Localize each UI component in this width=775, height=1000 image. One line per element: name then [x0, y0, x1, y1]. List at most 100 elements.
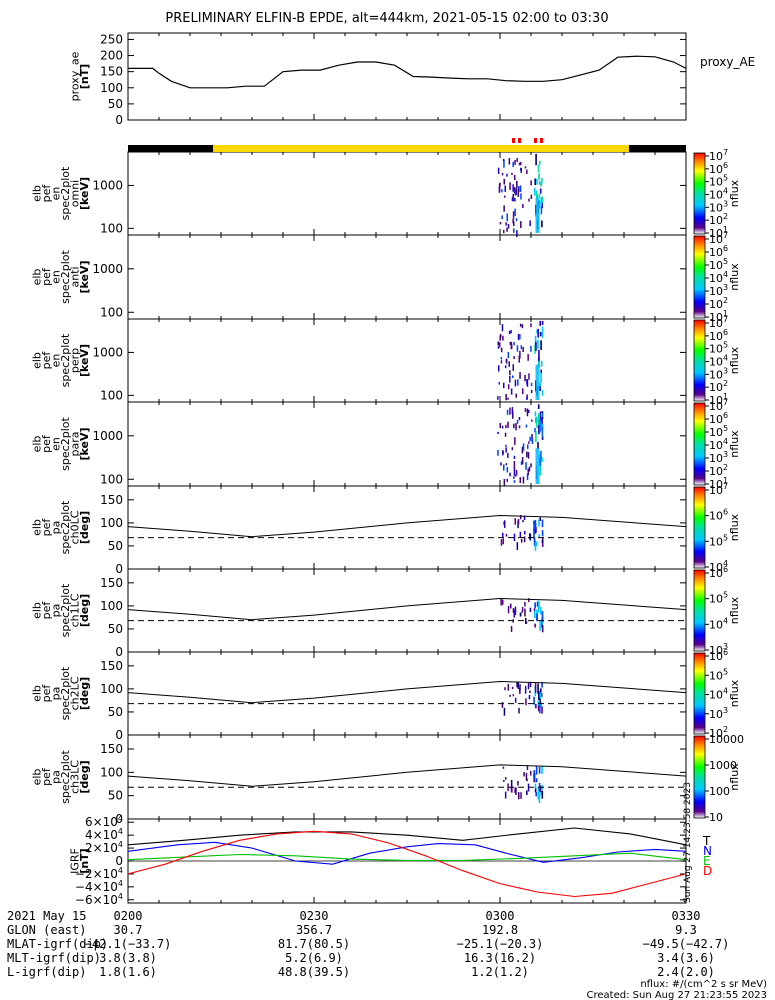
data-pixel	[505, 447, 507, 453]
ylabel-line: elb	[31, 519, 44, 536]
colorbar-scale	[693, 235, 706, 319]
data-pixel	[513, 480, 516, 483]
colorbar-label: nflux	[728, 596, 741, 624]
data-pixel	[513, 476, 515, 479]
colorbar-label: nflux	[728, 263, 741, 291]
data-pixel	[503, 229, 505, 234]
mlat-0: −42.1(−33.7)	[85, 937, 172, 951]
data-pixel	[530, 770, 532, 776]
colorbar-tick-label: 102	[709, 212, 728, 227]
data-pixel	[527, 444, 529, 449]
data-pixel	[540, 206, 543, 215]
y-tick-label: 0	[115, 645, 123, 659]
panel-energy-spectrogram: 1001000elbpefenspec2plotanti[keV]1011021…	[31, 231, 742, 324]
data-pixel	[528, 598, 530, 602]
mlat-2: −25.1(−20.3)	[457, 937, 544, 951]
data-pixel	[513, 455, 516, 459]
data-pixel	[520, 345, 523, 350]
data-pixel	[522, 443, 525, 451]
data-pixel	[541, 530, 544, 536]
data-pixel	[511, 172, 513, 175]
colorbar-tick-label: 106	[709, 411, 728, 426]
data-pixel	[538, 691, 540, 700]
data-pixel	[541, 424, 544, 429]
data-pixel	[512, 211, 515, 219]
colorbar: 10 100 1000 10000 nflux	[693, 733, 744, 824]
data-pixel	[512, 364, 514, 371]
data-pixel	[540, 369, 542, 374]
y-tick-label: 0	[115, 854, 123, 868]
colorbar-tick-label: 103	[709, 366, 728, 381]
data-pixel	[512, 608, 515, 613]
data-pixel	[538, 180, 541, 185]
series-line-proxy-ae	[128, 55, 687, 89]
data-pixel	[508, 361, 510, 367]
ylabel-line: spec2plot	[59, 500, 72, 554]
data-pixel	[500, 598, 502, 606]
colorbar-tick-label: 105	[709, 174, 728, 189]
data-pixel	[503, 464, 505, 471]
data-pixel	[504, 365, 507, 369]
data-pixel	[503, 479, 506, 487]
data-pixel	[513, 221, 515, 227]
mlat-1: 81.7(80.5)	[278, 937, 350, 951]
data-pixel	[513, 461, 516, 469]
data-pixel	[517, 519, 520, 525]
data-pixel	[519, 531, 522, 537]
data-pixel	[514, 518, 516, 525]
y-tick-label: 0	[115, 812, 123, 826]
data-pixel	[528, 198, 530, 202]
data-pixel	[506, 173, 508, 177]
colorbar-label: nflux	[728, 763, 741, 791]
ylabel-line: [nT]	[78, 64, 91, 89]
data-pixel	[528, 409, 530, 413]
data-pixel	[509, 341, 512, 345]
data-pixel	[505, 222, 507, 226]
data-pixel	[509, 182, 511, 190]
data-pixel	[499, 222, 502, 225]
mlt-0: 3.8(3.8)	[99, 951, 157, 965]
ylabel-line: [keV]	[78, 177, 91, 210]
data-pixel	[523, 515, 526, 520]
data-pixel	[520, 161, 522, 166]
data-pixel	[507, 397, 509, 400]
data-pixel	[529, 607, 532, 612]
data-pixel	[523, 536, 526, 543]
data-pixel	[497, 167, 500, 174]
igrf-stamp: Sun Aug 27 14:23:58 2023	[683, 782, 693, 903]
y-tick-label: 150	[100, 493, 123, 507]
data-pixel	[520, 193, 522, 200]
data-pixel	[541, 390, 544, 396]
colorbar-tick-label: 102	[709, 463, 728, 478]
data-pixel	[541, 220, 543, 228]
y-tick-label: 100	[100, 516, 123, 530]
data-pixel	[538, 357, 540, 368]
data-pixel	[526, 379, 528, 385]
colorbar-tick-label: 106	[709, 508, 728, 523]
data-pixel	[541, 625, 544, 633]
lshell-3: 2.4(2.0)	[657, 965, 715, 979]
data-pixel	[517, 682, 520, 689]
lshell-2: 1.2(1.2)	[471, 965, 529, 979]
data-pixel	[538, 793, 541, 804]
data-pixel	[505, 359, 508, 362]
units-note: nflux: #/(cm^2 s sr MeV)	[640, 979, 767, 990]
data-pixel	[540, 703, 542, 707]
row-label-lshell: L-igrf(dip)	[7, 965, 86, 979]
ylabel-line: elb	[31, 185, 44, 202]
data-pixel	[526, 169, 528, 174]
ylabel-line: en	[50, 437, 63, 451]
data-pixel	[521, 324, 524, 329]
data-pixel	[522, 203, 524, 209]
ylabel-line: en	[50, 270, 63, 284]
data-pixel	[504, 195, 506, 198]
colorbar-scale	[693, 569, 706, 652]
data-pixel	[511, 197, 514, 201]
data-pixel	[505, 394, 507, 401]
data-pixel	[534, 610, 536, 618]
data-pixel	[502, 451, 504, 454]
data-pixel	[538, 173, 540, 180]
y-tick-label: 150	[100, 742, 123, 756]
axis-box	[127, 318, 687, 403]
